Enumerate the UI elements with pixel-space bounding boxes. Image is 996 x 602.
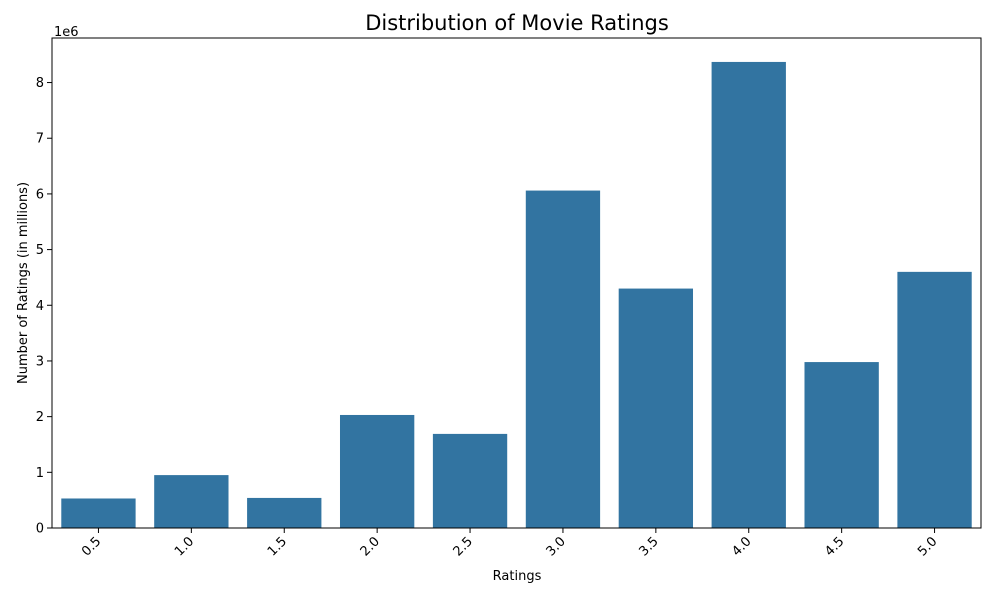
x-tick-label: 1.5 — [265, 534, 290, 559]
x-tick-label: 3.5 — [636, 534, 661, 559]
y-tick-label: 2 — [36, 410, 44, 425]
y-tick-label: 3 — [36, 354, 44, 369]
y-tick-label: 1 — [36, 466, 44, 481]
x-axis-label: Ratings — [493, 569, 542, 584]
bars-group — [61, 61, 972, 528]
bar-0.5 — [61, 498, 136, 528]
bar-3.5 — [618, 288, 694, 528]
bar-1.5 — [247, 497, 322, 528]
bar-2.0 — [339, 414, 415, 528]
x-tick-label: 5.0 — [915, 534, 940, 559]
x-tick-label: 4.5 — [822, 534, 847, 559]
bar-4.0 — [711, 61, 786, 528]
y-tick-label: 4 — [36, 299, 44, 314]
x-tick-label: 3.0 — [544, 534, 569, 559]
x-tick-label: 0.5 — [79, 534, 104, 559]
y-tick-label: 6 — [36, 187, 44, 202]
x-tick-label: 2.0 — [358, 534, 383, 559]
y-axis-offset-label: 1e6 — [54, 25, 79, 40]
x-tick-label: 2.5 — [451, 534, 476, 559]
x-axis-ticks: 0.5 1.0 1.5 2.0 2.5 3.0 3.5 4.0 4.5 5.0 — [79, 528, 940, 559]
y-axis-label: Number of Ratings (in millions) — [16, 182, 31, 384]
plot-frame — [51, 37, 982, 529]
bar-2.5 — [432, 433, 508, 528]
y-tick-label: 7 — [36, 132, 44, 147]
x-tick-label: 4.0 — [729, 534, 754, 559]
chart-title: Distribution of Movie Ratings — [365, 11, 669, 35]
y-tick-label: 0 — [36, 522, 44, 537]
bar-3.0 — [525, 190, 601, 528]
y-tick-label: 8 — [36, 76, 44, 91]
y-tick-label: 5 — [36, 243, 44, 258]
bar-1.0 — [154, 475, 229, 528]
x-tick-label: 1.0 — [172, 534, 197, 559]
bar-5.0 — [897, 271, 972, 528]
y-axis-ticks: 0 1 2 3 4 5 6 7 8 — [36, 76, 52, 537]
bar-4.5 — [804, 362, 879, 528]
